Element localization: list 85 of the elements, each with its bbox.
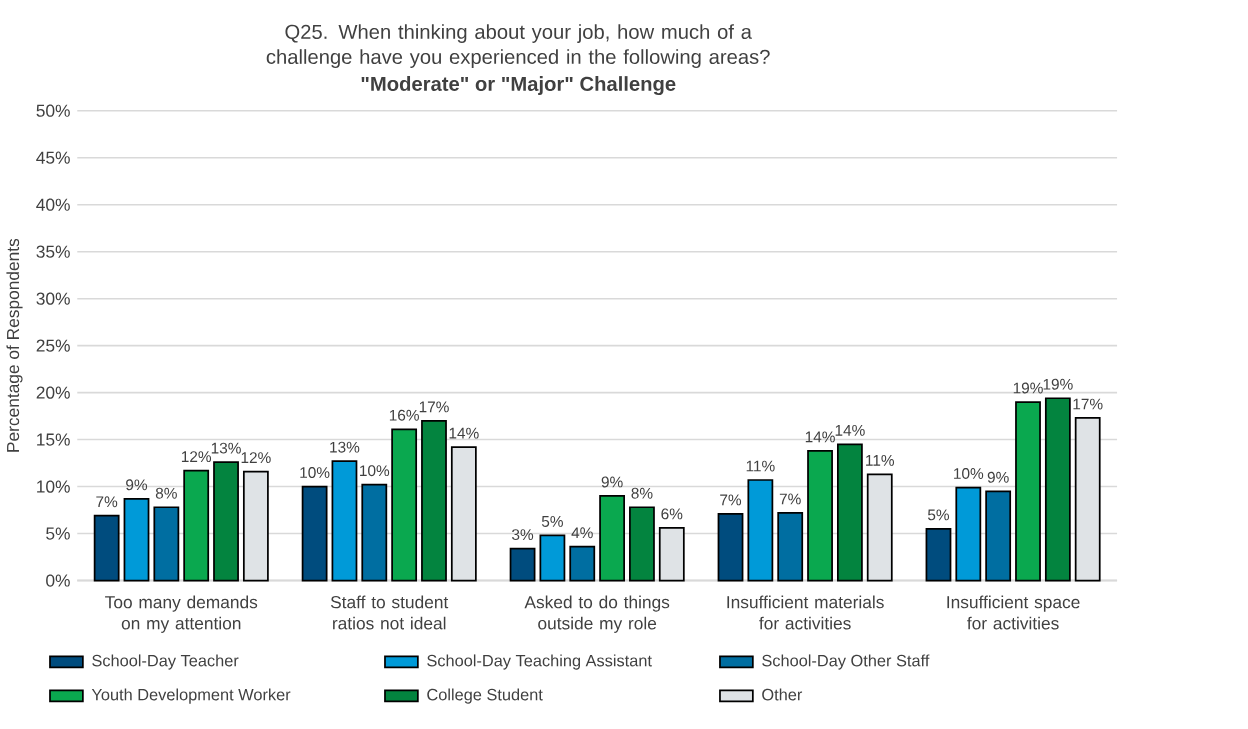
bar: [539, 534, 566, 582]
bar: [777, 512, 804, 582]
data-label: 16%: [389, 409, 419, 421]
data-label: 7%: [779, 493, 801, 505]
bar: [629, 506, 655, 582]
y-tick-label: 20%: [36, 386, 70, 399]
legend-label: School-Day Teacher: [92, 654, 239, 670]
y-tick-label: 10%: [37, 480, 70, 493]
y-tick-label: 5%: [46, 527, 70, 540]
data-label: 17%: [419, 401, 449, 413]
data-label: 6%: [661, 508, 683, 520]
bar: [361, 483, 388, 582]
x-tick-label: Insufficient materials for activities: [727, 595, 884, 630]
bar: [213, 461, 239, 582]
bar: [985, 490, 1012, 582]
data-label: 9%: [601, 476, 623, 488]
bar: [183, 469, 210, 582]
bar: [569, 545, 596, 582]
y-tick-label: 40%: [36, 198, 70, 211]
chart-subtitle: "Moderate" or "Major" Challenge: [361, 76, 676, 96]
legend-label: Other: [762, 688, 803, 701]
data-label: 14%: [449, 427, 479, 439]
data-label: 11%: [866, 455, 895, 466]
data-label: 11%: [746, 460, 775, 472]
bar: [93, 514, 120, 582]
bar: [391, 428, 418, 582]
data-label: 3%: [512, 529, 534, 541]
y-axis-title: Percentage of Respondents: [6, 238, 23, 452]
bar: [301, 485, 328, 582]
bar: [242, 470, 269, 582]
bar: [599, 495, 625, 582]
data-label: 12%: [241, 452, 271, 464]
data-label: 5%: [927, 509, 950, 521]
bar: [450, 446, 477, 582]
y-tick-label: 15%: [37, 433, 70, 446]
y-tick-label: 30%: [36, 292, 70, 305]
bar: [1015, 401, 1041, 582]
data-label: 10%: [300, 467, 330, 479]
data-label: 12%: [181, 451, 212, 463]
bar: [123, 498, 150, 582]
data-label: 5%: [541, 516, 563, 527]
bar: [717, 513, 744, 582]
bar: [153, 506, 180, 582]
x-tick-label: Insufficient space for activities: [947, 595, 1080, 630]
y-tick-label: 35%: [36, 245, 70, 258]
bar: [658, 527, 685, 582]
data-label: 9%: [126, 479, 148, 491]
bar: [866, 473, 893, 582]
bar: [331, 460, 358, 582]
bar: [1044, 397, 1071, 582]
legend-label: School-Day Other Staff: [762, 654, 930, 670]
data-label: 9%: [987, 471, 1009, 483]
bar: [836, 443, 863, 582]
data-label: 10%: [954, 468, 984, 480]
data-label: 7%: [96, 496, 118, 508]
y-tick-label: 50%: [36, 104, 70, 117]
data-label: 14%: [805, 431, 835, 443]
bar: [747, 479, 774, 582]
bar: [421, 420, 447, 582]
data-label: 8%: [631, 487, 653, 499]
data-label: 13%: [330, 441, 360, 453]
data-label: 14%: [835, 425, 865, 436]
y-tick-label: 45%: [36, 151, 70, 164]
data-label: 19%: [1043, 378, 1073, 390]
y-tick-label: 25%: [36, 339, 70, 352]
data-label: 17%: [1073, 398, 1103, 410]
data-label: 13%: [211, 442, 241, 454]
bar: [925, 528, 952, 582]
data-label: 7%: [720, 494, 742, 506]
data-label: 19%: [1013, 382, 1043, 394]
legend-label: Youth Development Worker: [91, 688, 291, 704]
data-label: 8%: [155, 487, 177, 499]
data-label: 10%: [360, 465, 390, 477]
x-tick-label: Staff to student ratios not ideal: [330, 595, 449, 630]
chart-title: Q25. When thinking about your job, how much of a challenge have you experienced in the following areas?: [266, 24, 770, 69]
data-label: 4%: [571, 527, 593, 539]
bar: [1074, 417, 1101, 582]
bar: [807, 450, 833, 582]
bar: [509, 547, 536, 582]
x-tick-label: Too many demands on my attention: [105, 595, 258, 633]
x-tick-label: Asked to do things outside my role: [524, 595, 670, 633]
legend-label: College Student: [427, 688, 543, 704]
y-tick-label: 0%: [46, 574, 70, 587]
legend-label: School-Day Teaching Assistant: [427, 654, 652, 670]
bar: [955, 486, 982, 582]
